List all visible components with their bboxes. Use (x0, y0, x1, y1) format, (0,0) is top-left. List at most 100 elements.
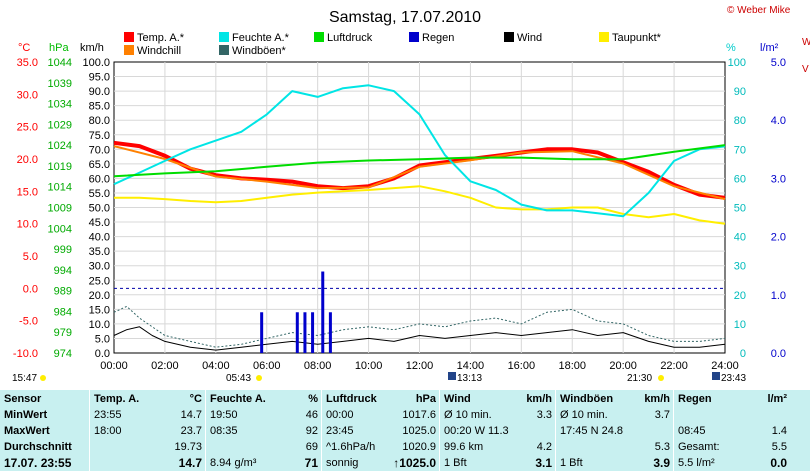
tick-label-hpa: 1009 (48, 203, 72, 215)
rain-unit: l/m² (767, 393, 787, 405)
wind-header: Wind (444, 393, 471, 405)
gust-unit: km/h (644, 393, 670, 405)
tick-label-x: 08:00 (304, 360, 332, 372)
pressure-current-value: ↑1025.0 (393, 456, 436, 470)
tick-label-hpa: 994 (54, 265, 72, 277)
tick-label-hpa: 1039 (48, 78, 72, 90)
axis-label-temp: °C (18, 42, 30, 54)
rain-max-time: 08:45 (678, 425, 706, 437)
humidity-min-time: 19:50 (210, 409, 238, 421)
tick-label-pct: 60 (734, 173, 746, 185)
tick-label-rain: 3.0 (771, 173, 786, 185)
gust-min-value: 3.7 (654, 409, 670, 421)
tick-label-kmh: 70.0 (89, 144, 110, 156)
tick-label-temp: -5.0 (19, 316, 38, 328)
pressure-min-value: 1017.6 (402, 409, 436, 421)
tick-label-kmh: 55.0 (89, 188, 110, 200)
series-line-temp-a (113, 140, 726, 200)
temp-max-time: 18:00 (94, 425, 122, 437)
rain-bar (328, 312, 332, 353)
wind-current-value: 3.1 (535, 456, 552, 470)
rain-bar (295, 312, 299, 353)
rain-bar (260, 312, 264, 353)
wind-max-label: 00:20 W 11.3 (444, 425, 509, 437)
tick-label-rain: 5.0 (771, 57, 786, 69)
moonrise-time: 13:13 (457, 373, 482, 384)
pressure-max-value: 1025.0 (402, 425, 436, 437)
tick-label-pct: 90 (734, 86, 746, 98)
tick-label-hpa: 1044 (48, 57, 72, 69)
tick-label-kmh: 10.0 (89, 319, 110, 331)
tick-label-kmh: 25.0 (89, 275, 110, 287)
rain-bar (311, 312, 315, 353)
axis-label-hpa: hPa (49, 42, 69, 54)
summary-table: Sensor MinWert MaxWert Durchschnitt 17.0… (0, 390, 810, 471)
tick-label-kmh: 30.0 (89, 261, 110, 273)
tick-label-kmh: 100.0 (82, 57, 110, 69)
temp-unit: °C (189, 393, 202, 405)
legend-swatch-windchill (124, 45, 134, 55)
tick-label-hpa: 1034 (48, 99, 72, 111)
humidity-avg-value: 69 (305, 441, 318, 453)
tick-label-pct: 80 (734, 115, 746, 127)
gust-current-value: 3.9 (653, 456, 670, 470)
axis-label-kmh: km/h (80, 42, 104, 54)
legend-swatch-temp (124, 32, 134, 42)
legend-swatch-humidity (219, 32, 229, 42)
sun-moon-times: 15:47 05:43 13:13 21:30 23:43 (12, 372, 746, 384)
summary-col-temp: Temp. A. °C 23:55 14.7 18:00 23.7 19.73 14.… (90, 390, 206, 471)
legend-label-dewpoint: Taupunkt* (612, 32, 662, 44)
summary-col-sensor: Sensor MinWert MaxWert Durchschnitt 17.0… (0, 390, 90, 471)
wind-bft: 1 Bft (444, 457, 467, 469)
sun-icon (40, 375, 46, 381)
humidity-max-value: 92 (305, 425, 318, 437)
tick-label-hpa: 1014 (48, 182, 72, 194)
tick-label-kmh: 20.0 (89, 290, 110, 302)
legend-swatch-rain (409, 32, 419, 42)
tick-label-temp: 15.0 (17, 186, 38, 198)
tick-label-temp: 25.0 (17, 122, 38, 134)
sunrise-left-time: 15:47 (12, 373, 37, 384)
tick-label-temp: -10.0 (13, 348, 38, 360)
tick-label-x: 10:00 (355, 360, 383, 372)
gust-max-label: 17:45 N 24.8 (560, 425, 623, 437)
tick-label-hpa: 999 (54, 244, 72, 256)
tick-label-kmh: 95.0 (89, 72, 110, 84)
pressure-trend: ^1.6hPa/h (326, 441, 376, 453)
humidity-unit: % (308, 393, 318, 405)
humidity-current-value: 71 (304, 456, 318, 470)
tick-label-kmh: 35.0 (89, 246, 110, 258)
tick-label-rain: 2.0 (771, 232, 786, 244)
copyright-text: © Weber Mike (727, 5, 791, 16)
tick-label-temp: 35.0 (17, 57, 38, 69)
tick-label-hpa: 1004 (48, 223, 72, 235)
legend-label-rain: Regen (422, 32, 454, 44)
temp-min-time: 23:55 (94, 409, 122, 421)
temp-max-value: 23.7 (180, 425, 202, 437)
gust-header: Windböen (560, 393, 614, 405)
temp-min-value: 14.7 (180, 409, 202, 421)
pressure-unit: hPa (415, 393, 436, 405)
axis-label-pct: % (726, 42, 736, 54)
tick-label-x: 06:00 (253, 360, 281, 372)
tick-label-rain: 1.0 (771, 290, 786, 302)
tick-label-pct: 30 (734, 261, 746, 273)
tick-label-pct: 0 (740, 348, 746, 360)
pressure-forecast: sonnig (326, 457, 359, 469)
tick-label-hpa: 974 (54, 348, 72, 360)
tick-label-rain: 4.0 (771, 115, 786, 127)
sunset-time: 21:30 (627, 373, 652, 384)
pressure-min-time: 00:00 (326, 409, 354, 421)
moonset-icon (712, 372, 720, 380)
moonrise-icon (448, 372, 456, 380)
summary-col-pressure: Luftdruck hPa 00:00 1017.6 23:45 1025.0 ^1.… (322, 390, 440, 471)
tick-label-temp: 0.0 (23, 283, 38, 295)
sensor-row-max: MaxWert (4, 425, 50, 437)
gust-avg-value: 5.3 (654, 441, 670, 453)
tick-label-kmh: 15.0 (89, 304, 110, 316)
tick-label-hpa: 979 (54, 327, 72, 339)
sensor-row-min: MinWert (4, 409, 48, 421)
wind-min-label: Ø 10 min. (444, 409, 492, 421)
legend-label-humidity: Feuchte A.* (232, 32, 290, 44)
sunset-icon (658, 375, 664, 381)
